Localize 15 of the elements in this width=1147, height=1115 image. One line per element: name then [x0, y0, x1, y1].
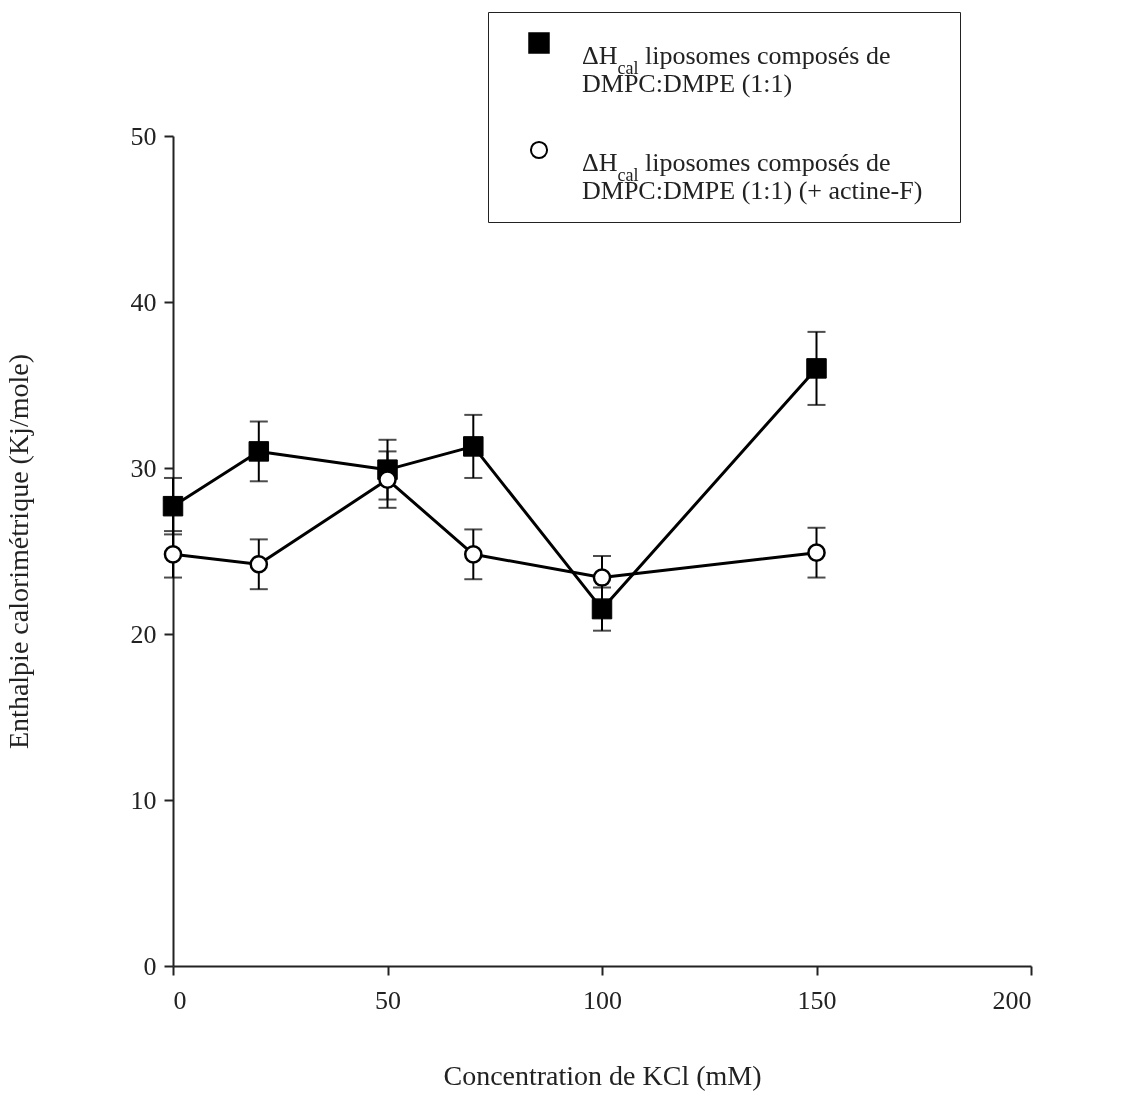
- y-tick-label: 30: [130, 453, 157, 483]
- x-axis-title: Concentration de KCl (mM): [443, 1059, 762, 1091]
- x-tick-label: 0: [173, 985, 187, 1015]
- x-tick-label: 200: [992, 985, 1032, 1015]
- y-axis-title: Enthalpie calorimétrique (Kj/mole): [2, 354, 34, 749]
- x-tick-label: 100: [583, 985, 622, 1015]
- x-tick-label: 50: [375, 985, 401, 1015]
- y-tick-label: 0: [143, 951, 157, 981]
- y-tick-label: 10: [130, 785, 157, 815]
- x-tick-label: 150: [797, 985, 837, 1015]
- legend-label: ΔH$_{cal}$ liposomes composés de DMPC:DMPE (1:1) (+ actine-F): [582, 148, 923, 205]
- y-tick-label: 50: [130, 121, 157, 151]
- y-tick-label: 40: [130, 287, 157, 317]
- legend-label: ΔH$_{cal}$ liposomes composés de DMPC:DMPE (1:1): [582, 41, 891, 98]
- y-tick-label: 20: [130, 619, 157, 649]
